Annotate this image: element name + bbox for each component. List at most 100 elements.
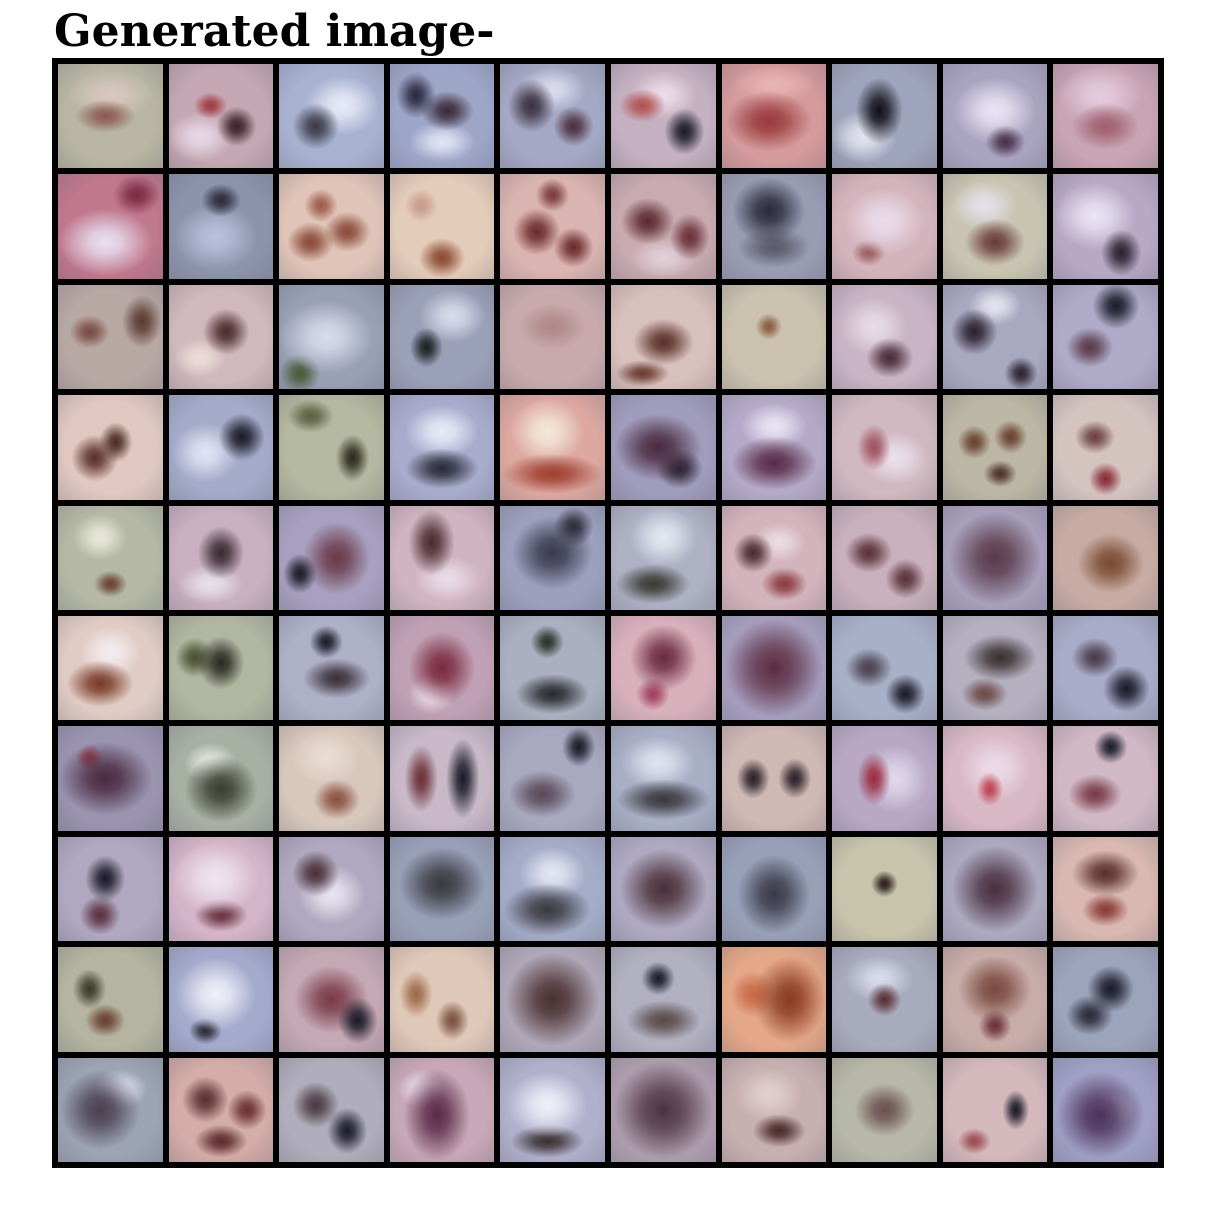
generated-sample-tile bbox=[279, 836, 384, 942]
generated-sample-tile bbox=[279, 616, 384, 721]
generated-sample-tile bbox=[832, 726, 937, 831]
generated-sample-tile bbox=[942, 947, 1048, 1052]
generated-sample-tile bbox=[500, 64, 605, 169]
generated-sample-tile bbox=[500, 395, 605, 500]
generated-sample-tile bbox=[832, 947, 937, 1052]
generated-sample-tile bbox=[500, 726, 605, 831]
generated-sample-tile bbox=[1053, 64, 1158, 169]
generated-sample-tile bbox=[389, 836, 495, 942]
generated-sample-tile bbox=[1053, 616, 1158, 721]
generated-sample-tile bbox=[942, 1057, 1048, 1162]
generated-sample-tile bbox=[1053, 395, 1158, 500]
generated-sample-tile bbox=[721, 505, 827, 610]
generated-sample-tile bbox=[832, 174, 937, 279]
generated-sample-tile bbox=[1053, 284, 1158, 390]
generated-sample-tile bbox=[389, 726, 495, 831]
generated-sample-tile bbox=[610, 174, 716, 279]
generated-sample-tile bbox=[389, 616, 495, 721]
generated-sample-tile bbox=[168, 1057, 274, 1162]
generated-sample-tile bbox=[832, 64, 937, 169]
generated-sample-tile bbox=[500, 616, 605, 721]
generated-sample-tile bbox=[58, 726, 163, 831]
generated-sample-tile bbox=[279, 284, 384, 390]
generated-sample-tile bbox=[942, 395, 1048, 500]
generated-sample-tile bbox=[500, 284, 605, 390]
generated-sample-tile bbox=[610, 284, 716, 390]
generated-sample-tile bbox=[610, 505, 716, 610]
generated-sample-tile bbox=[500, 505, 605, 610]
generated-sample-tile bbox=[168, 726, 274, 831]
generated-sample-tile bbox=[58, 174, 163, 279]
generated-sample-tile bbox=[389, 947, 495, 1052]
generated-sample-tile bbox=[168, 174, 274, 279]
generated-sample-tile bbox=[500, 947, 605, 1052]
generated-sample-tile bbox=[389, 505, 495, 610]
generated-sample-tile bbox=[610, 616, 716, 721]
generated-sample-tile bbox=[389, 64, 495, 169]
generated-sample-tile bbox=[1053, 836, 1158, 942]
generated-sample-tile bbox=[942, 284, 1048, 390]
generated-sample-tile bbox=[721, 616, 827, 721]
figure-title: Generated image- bbox=[54, 6, 495, 57]
generated-sample-tile bbox=[168, 836, 274, 942]
generated-sample-tile bbox=[610, 836, 716, 942]
generated-sample-tile bbox=[721, 64, 827, 169]
generated-sample-tile bbox=[279, 947, 384, 1052]
generated-sample-tile bbox=[58, 395, 163, 500]
generated-sample-tile bbox=[610, 64, 716, 169]
generated-sample-tile bbox=[58, 505, 163, 610]
generated-sample-tile bbox=[1053, 947, 1158, 1052]
generated-sample-tile bbox=[279, 505, 384, 610]
generated-sample-tile bbox=[610, 395, 716, 500]
generated-sample-tile bbox=[168, 284, 274, 390]
generated-sample-tile bbox=[389, 395, 495, 500]
generated-sample-tile bbox=[832, 395, 937, 500]
generated-sample-tile bbox=[168, 616, 274, 721]
generated-sample-tile bbox=[168, 64, 274, 169]
generated-sample-tile bbox=[279, 174, 384, 279]
generated-sample-tile bbox=[832, 836, 937, 942]
generated-sample-tile bbox=[58, 947, 163, 1052]
generated-sample-tile bbox=[832, 505, 937, 610]
generated-sample-tile bbox=[500, 836, 605, 942]
generated-sample-tile bbox=[389, 174, 495, 279]
generated-sample-tile bbox=[721, 947, 827, 1052]
generated-sample-tile bbox=[1053, 726, 1158, 831]
generated-sample-tile bbox=[832, 616, 937, 721]
generated-sample-tile bbox=[168, 505, 274, 610]
generated-sample-tile bbox=[942, 64, 1048, 169]
generated-sample-tile bbox=[58, 64, 163, 169]
generated-sample-tile bbox=[58, 616, 163, 721]
generated-sample-tile bbox=[721, 1057, 827, 1162]
generated-sample-tile bbox=[942, 726, 1048, 831]
generated-sample-tile bbox=[1053, 174, 1158, 279]
generated-sample-tile bbox=[58, 284, 163, 390]
generated-sample-tile bbox=[168, 395, 274, 500]
generated-sample-tile bbox=[832, 1057, 937, 1162]
generated-sample-tile bbox=[389, 1057, 495, 1162]
generated-sample-tile bbox=[721, 174, 827, 279]
generated-sample-tile bbox=[610, 726, 716, 831]
generated-sample-tile bbox=[168, 947, 274, 1052]
generated-sample-tile bbox=[721, 395, 827, 500]
generated-sample-tile bbox=[721, 726, 827, 831]
generated-sample-tile bbox=[942, 616, 1048, 721]
generated-sample-tile bbox=[942, 836, 1048, 942]
generated-sample-tile bbox=[500, 1057, 605, 1162]
generated-sample-tile bbox=[279, 395, 384, 500]
generated-sample-tile bbox=[279, 1057, 384, 1162]
generated-sample-tile bbox=[610, 947, 716, 1052]
generated-sample-tile bbox=[279, 726, 384, 831]
generated-sample-tile bbox=[58, 836, 163, 942]
generated-sample-tile bbox=[942, 505, 1048, 610]
generated-sample-tile bbox=[279, 64, 384, 169]
generated-sample-tile bbox=[610, 1057, 716, 1162]
generated-sample-tile bbox=[1053, 1057, 1158, 1162]
generated-sample-tile bbox=[942, 174, 1048, 279]
generated-sample-tile bbox=[1053, 505, 1158, 610]
generated-sample-tile bbox=[721, 284, 827, 390]
generated-image-grid bbox=[52, 58, 1164, 1168]
generated-sample-tile bbox=[58, 1057, 163, 1162]
generated-sample-tile bbox=[389, 284, 495, 390]
generated-sample-tile bbox=[832, 284, 937, 390]
